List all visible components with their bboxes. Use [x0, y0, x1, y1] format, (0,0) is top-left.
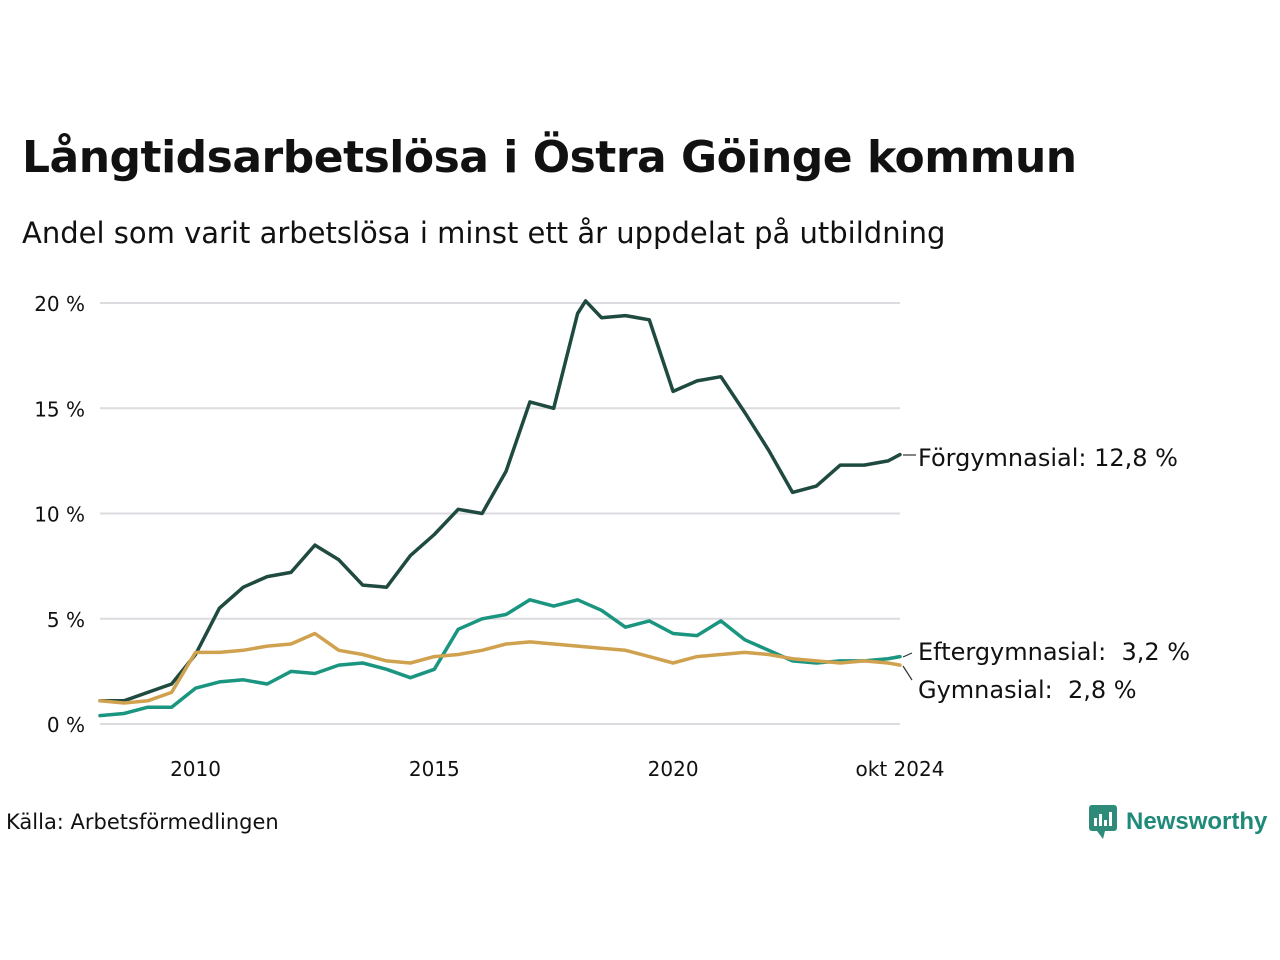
y-tick-label: 15 % [34, 397, 85, 421]
x-tick-label: 2020 [648, 757, 699, 781]
chart-subtitle: Andel som varit arbetslösa i minst ett å… [22, 216, 946, 250]
line-chart: 0 %5 %10 %15 %20 % 2010 2015 2020 okt 2024 … [34, 292, 1190, 781]
newsworthy-logo-icon [1089, 805, 1117, 839]
x-axis-ticks: 2010 2015 2020 okt 2024 [170, 757, 944, 781]
label-leader-line [902, 652, 913, 658]
brand-name: Newsworthy [1126, 808, 1268, 835]
brand-logo[interactable]: Newsworthy [1088, 804, 1267, 840]
end-label-gymnasial: Gymnasial: 2,8 % [918, 676, 1137, 704]
x-tick-label: 2015 [409, 757, 460, 781]
end-label-eftergymnasial: Eftergymnasial: 3,2 % [918, 638, 1190, 666]
x-tick-label: okt 2024 [856, 757, 945, 781]
y-tick-label: 20 % [34, 292, 85, 316]
x-tick-label: 2010 [170, 757, 221, 781]
series-lines [98, 299, 902, 718]
y-tick-label: 0 % [47, 713, 85, 737]
y-axis-ticks: 0 % 5 % 10 % 15 % 20 % [34, 292, 85, 737]
source-note: Källa: Arbetsförmedlingen [6, 810, 279, 834]
end-labels: Förgymnasial: 12,8 % Eftergymnasial: 3,2 … [902, 444, 1190, 704]
series-line-eftergymnasial [98, 598, 902, 718]
gridlines [100, 302, 900, 725]
y-tick-label: 5 % [47, 608, 85, 632]
y-tick-label: 10 % [34, 503, 85, 527]
chart-title: Långtidsarbetslösa i Östra Göinge kommun [22, 132, 1077, 183]
label-leader-line [902, 665, 913, 681]
series-line-gymnasial [98, 631, 902, 705]
end-label-forgymnasial: Förgymnasial: 12,8 % [918, 444, 1178, 472]
series-line-forgymnasial [98, 299, 902, 703]
